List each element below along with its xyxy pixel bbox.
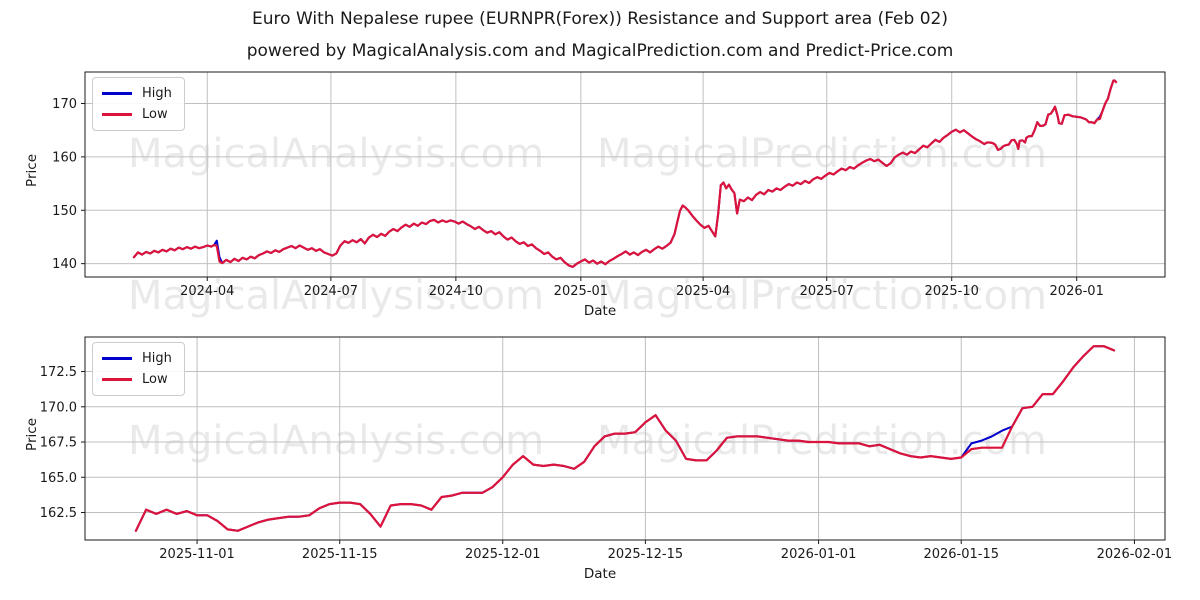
x-tick-label: 2024-04 xyxy=(180,284,234,299)
legend-line-swatch xyxy=(102,92,132,95)
series-low-line xyxy=(132,79,1118,268)
x-tick-label: 2025-01 xyxy=(554,284,608,299)
x-tick-label: 2026-01-15 xyxy=(923,547,999,562)
legend-item-high: High xyxy=(102,348,172,369)
x-axis-label: Date xyxy=(583,566,617,582)
y-axis-label: Price xyxy=(24,154,40,187)
y-tick-label: 167.5 xyxy=(40,436,77,451)
x-tick-label: 2025-12-01 xyxy=(465,547,541,562)
y-axis-label: Price xyxy=(24,418,40,451)
legend-line-swatch xyxy=(102,378,132,381)
x-tick-label: 2025-04 xyxy=(676,284,730,299)
series-high-line xyxy=(134,345,1116,532)
price-history-chart: 2024-04 2024-07 2024-10 2025-01 2025-04 2025-… xyxy=(52,71,1166,299)
x-tick-label: 2026-02-01 xyxy=(1097,547,1173,562)
chart-title: Euro With Nepalese rupee (EURNPR(Forex))… xyxy=(252,9,948,29)
y-tick-label: 170 xyxy=(52,97,77,112)
legend-item-low: Low xyxy=(102,369,172,390)
x-tick-label: 2026-01-01 xyxy=(781,547,857,562)
recent-zoom-chart: 2025-11-01 2025-11-15 2025-12-01 2025-12-15… xyxy=(40,336,1173,562)
plot-border xyxy=(84,71,1166,278)
y-tick-label: 150 xyxy=(52,204,77,219)
legend-label: Low xyxy=(142,372,168,387)
x-tick-label: 2024-07 xyxy=(304,284,358,299)
series-low-line xyxy=(134,345,1116,532)
legend-label: High xyxy=(142,86,172,101)
legend-line-swatch xyxy=(102,357,132,360)
legend: High Low xyxy=(92,77,185,131)
x-tick-label: 2025-11-01 xyxy=(159,547,235,562)
x-axis-label: Date xyxy=(583,303,617,319)
y-tick-label: 162.5 xyxy=(40,506,77,521)
x-tick-label: 2025-07 xyxy=(800,284,854,299)
x-tick-label: 2025-10 xyxy=(925,284,979,299)
legend: High Low xyxy=(92,342,185,396)
y-tick-label: 165.0 xyxy=(40,471,77,486)
legend-label: High xyxy=(142,351,172,366)
y-tick-label: 170.0 xyxy=(40,400,77,415)
y-tick-label: 172.5 xyxy=(40,365,77,380)
legend-label: Low xyxy=(142,107,168,122)
chart-subtitle: powered by MagicalAnalysis.com and Magic… xyxy=(246,41,954,61)
x-tick-label: 2024-10 xyxy=(429,284,483,299)
legend-item-low: Low xyxy=(102,104,172,125)
y-tick-label: 140 xyxy=(52,257,77,272)
plot-border xyxy=(84,336,1166,541)
y-tick-label: 160 xyxy=(52,150,77,165)
legend-line-swatch xyxy=(102,113,132,116)
x-tick-label: 2026-01 xyxy=(1050,284,1104,299)
x-tick-label: 2025-11-15 xyxy=(302,547,378,562)
x-tick-label: 2025-12-15 xyxy=(608,547,684,562)
series-high-line xyxy=(132,79,1118,268)
legend-item-high: High xyxy=(102,83,172,104)
